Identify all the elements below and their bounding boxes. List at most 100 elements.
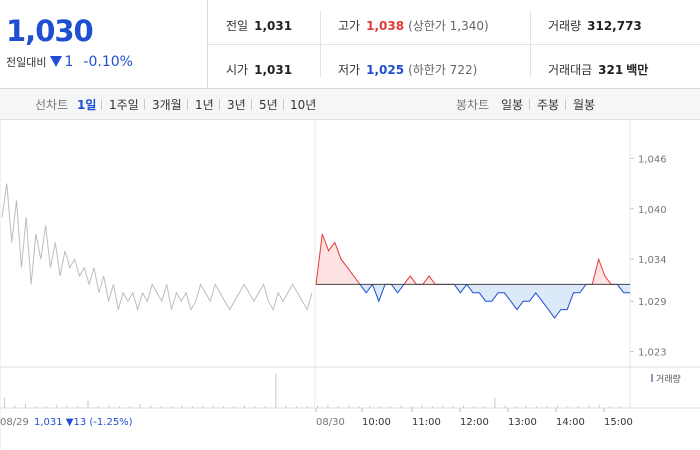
stat-prev-value: 1,031 xyxy=(254,19,293,33)
candle-weekly[interactable]: 주봉 xyxy=(537,98,560,112)
volume-bar xyxy=(504,405,506,408)
divider xyxy=(529,99,530,110)
period-1y[interactable]: 1년 xyxy=(195,98,214,112)
stat-low-label: 저가 xyxy=(338,63,361,77)
price-box: 1,030 전일대비 1 -0.10% xyxy=(0,0,208,88)
volume-bar xyxy=(170,406,172,408)
volume-bar xyxy=(285,405,287,408)
upper-limit: (상한가 1,340) xyxy=(408,19,489,33)
period-3m[interactable]: 3개월 xyxy=(152,98,182,112)
stat-volume: 거래량 312,773 xyxy=(548,17,642,34)
stat-open-value: 1,031 xyxy=(254,63,293,77)
volume-bar xyxy=(379,406,381,408)
volume-bar xyxy=(525,405,527,408)
change-value: 1 xyxy=(64,54,74,70)
volume-bar xyxy=(24,403,26,409)
volume-bar xyxy=(577,406,579,408)
stat-low: 저가 1,025 (하한가 722) xyxy=(338,61,477,78)
volume-bar xyxy=(400,405,402,408)
period-1d[interactable]: 1일 xyxy=(77,98,97,112)
volume-bar xyxy=(45,406,47,408)
volume-bar xyxy=(202,406,204,408)
divider xyxy=(101,99,102,110)
stat-amount-value: 321 xyxy=(598,63,624,77)
divider xyxy=(565,99,566,110)
y-tick-label: 1,046 xyxy=(638,154,667,165)
divider xyxy=(251,99,252,110)
volume-bar xyxy=(14,405,16,408)
volume-bar xyxy=(588,405,590,408)
y-tick-label: 1,023 xyxy=(638,348,667,359)
down-area-fill xyxy=(316,284,630,318)
volume-bar xyxy=(463,405,465,408)
volume-bar xyxy=(118,406,120,408)
lower-limit: (하한가 722) xyxy=(408,63,478,77)
volume-bar xyxy=(244,405,245,408)
divider xyxy=(208,44,700,45)
period-3y[interactable]: 3년 xyxy=(227,98,246,112)
x-tick-label: 11:00 xyxy=(412,417,441,428)
volume-bar xyxy=(369,405,371,408)
x-tick-label: 10:00 xyxy=(362,417,391,428)
volume-bar xyxy=(77,406,78,408)
volume-bar xyxy=(87,401,89,408)
stat-high-label: 고가 xyxy=(338,19,361,33)
stat-volume-label: 거래량 xyxy=(548,19,582,33)
up-area-fill xyxy=(316,234,612,285)
stat-open: 시가 1,031 xyxy=(226,61,292,78)
candle-monthly[interactable]: 월봉 xyxy=(573,98,596,112)
current-price: 1,030 xyxy=(6,14,94,48)
down-triangle-icon xyxy=(50,56,63,67)
change-row: 전일대비 1 -0.10% xyxy=(6,54,133,70)
volume-legend-swatch xyxy=(651,374,653,382)
volume-bar xyxy=(494,397,496,408)
volume-bar xyxy=(619,406,621,408)
stat-volume-value: 312,773 xyxy=(587,19,642,33)
volume-bar xyxy=(348,405,350,408)
today-line-down xyxy=(315,284,630,319)
volume-legend-label: 거래량 xyxy=(656,373,681,385)
volume-bar xyxy=(536,406,538,408)
period-10y[interactable]: 10년 xyxy=(290,98,317,112)
volume-bar xyxy=(254,406,256,408)
volume-bar xyxy=(275,374,277,408)
x-tick-label: 15:00 xyxy=(604,417,633,428)
candle-daily[interactable]: 일봉 xyxy=(501,98,524,112)
volume-bar xyxy=(223,406,225,408)
divider xyxy=(283,99,284,110)
volume-bar xyxy=(598,404,600,408)
volume-bar xyxy=(483,406,485,408)
volume-bar xyxy=(410,406,412,408)
footer-date: 08/29 xyxy=(0,417,29,428)
change-percent: -0.10% xyxy=(83,54,133,70)
volume-bar xyxy=(317,405,318,408)
volume-bar xyxy=(264,406,266,408)
volume-bar xyxy=(97,406,99,408)
volume-bar xyxy=(358,406,360,408)
volume-bar xyxy=(108,405,110,408)
volume-bar xyxy=(327,404,329,408)
stat-amount-unit: 백만 xyxy=(626,63,649,77)
stat-low-value: 1,025 xyxy=(366,63,405,77)
volume-bar xyxy=(431,406,433,408)
volume-bar xyxy=(567,406,569,408)
volume-bar xyxy=(4,397,5,408)
volume-bar xyxy=(233,406,235,408)
stat-amount-label: 거래대금 xyxy=(548,63,593,77)
volume-bar xyxy=(337,406,339,408)
stat-prev: 전일 1,031 xyxy=(226,17,292,34)
footer-price: 1,031 ▼13 (-1.25%) xyxy=(34,417,133,428)
period-5y[interactable]: 5년 xyxy=(259,98,278,112)
volume-bar xyxy=(191,406,193,408)
stat-amount: 거래대금 321 백만 xyxy=(548,61,648,78)
volume-bar xyxy=(609,406,611,408)
volume-bar xyxy=(160,406,162,408)
volume-bar xyxy=(557,405,558,408)
volume-bar xyxy=(150,405,152,408)
divider xyxy=(219,99,220,110)
change-label: 전일대비 xyxy=(6,56,47,69)
x-tick-label: 14:00 xyxy=(556,417,585,428)
period-1w[interactable]: 1주일 xyxy=(109,98,139,112)
today-line-up xyxy=(315,233,619,285)
